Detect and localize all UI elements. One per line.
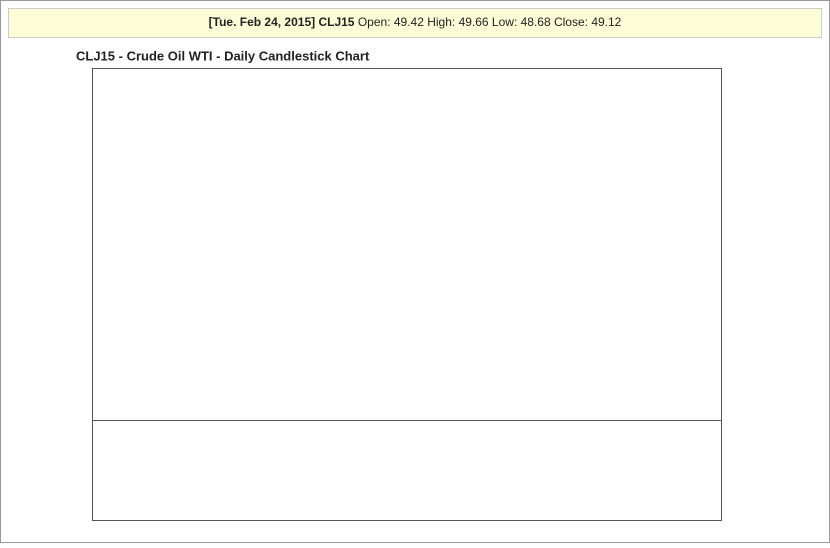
plot-frame xyxy=(92,68,722,521)
quote-header xyxy=(8,8,822,38)
quote-values: Open: 49.42 High: 49.66 Low: 48.68 Close… xyxy=(358,15,622,29)
quote-text: [Tue. Feb 24, 2015] CLJ15 Open: 49.42 Hi… xyxy=(209,15,622,29)
chart-title: CLJ15 - Crude Oil WTI - Daily Candlestic… xyxy=(76,48,370,63)
quote-date-symbol: [Tue. Feb 24, 2015] CLJ15 xyxy=(209,15,355,29)
